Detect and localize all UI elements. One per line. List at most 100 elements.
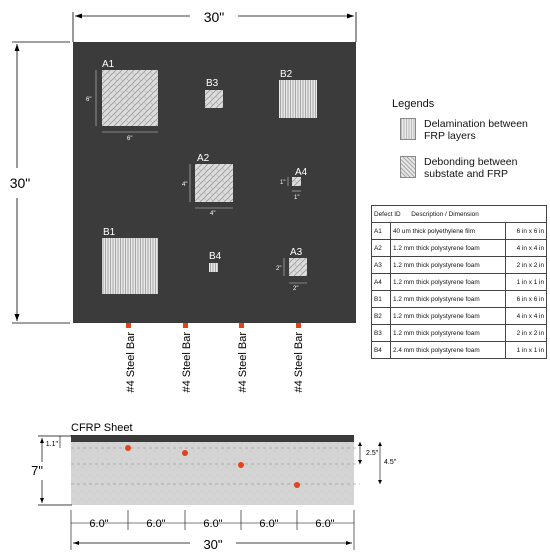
defect-label: B4 <box>209 251 222 262</box>
section-width-label: 30" <box>203 537 222 552</box>
table-row: B2 1.2 mm thick polystyrene foam 4 in x 4 … <box>371 307 547 325</box>
steel-bar-3: #4 Steel Bar <box>237 323 249 393</box>
defect-B1: B1 <box>102 227 158 294</box>
depth-b-label: 4.5" <box>384 459 397 466</box>
dimension-cell: 6 in x 6 in <box>505 290 547 308</box>
table-row: A3 1.2 mm thick polystyrene foam 2 in x 2 … <box>371 256 547 274</box>
defect-label: B2 <box>280 69 293 80</box>
section-bar-3 <box>238 462 244 468</box>
spacing-label: 6.0" <box>89 518 108 530</box>
defect-id-cell: A1 <box>371 222 391 240</box>
defect-id-cell: A4 <box>371 273 391 291</box>
dim-label: 4" <box>182 182 187 188</box>
table-row: B3 1.2 mm thick polystyrene foam 2 in x 2 … <box>371 324 547 342</box>
section-bar-4 <box>294 482 300 488</box>
table-body: A1 40 um thick polyethylene film 6 in x 6 … <box>371 222 547 359</box>
legend-item-debonding: Debonding between substate and FRP <box>392 156 550 180</box>
defect-id-cell: A3 <box>371 256 391 274</box>
steel-bar-label: #4 Steel Bar <box>237 332 249 393</box>
defect-id-cell: B2 <box>371 307 391 325</box>
dim-label: 2" <box>276 266 281 272</box>
table-row: A2 1.2 mm thick polystyrene foam 4 in x 4 … <box>371 239 547 257</box>
legend-label: Debonding between substate and FRP <box>424 156 518 180</box>
steel-bar-2: #4 Steel Bar <box>181 323 193 393</box>
dimension-cell: 6 in x 6 in <box>505 222 547 240</box>
steel-bar-1: #4 Steel Bar <box>125 323 137 393</box>
defect-id-cell: B4 <box>371 341 391 359</box>
dimension-cell: 4 in x 4 in <box>505 239 547 257</box>
description-cell: 40 um thick polyethylene film <box>389 222 507 240</box>
description-cell: 1.2 mm thick polystyrene foam <box>389 307 507 325</box>
section-bar-1 <box>125 445 131 451</box>
dim-label: 6" <box>127 136 132 142</box>
steel-bar-label: #4 Steel Bar <box>125 332 137 393</box>
dimension-cell: 2 in x 2 in <box>505 256 547 274</box>
defect-label: B3 <box>206 78 219 89</box>
section-height-label: 7" <box>31 463 43 478</box>
section-reference-lines <box>71 447 360 485</box>
legend: Legends Delamination between FRP layers … <box>392 98 550 194</box>
depth-a-label: 2.5" <box>366 450 379 457</box>
depth-dimensions: 2.5" 4.5" <box>358 442 397 484</box>
defect-id-cell: B3 <box>371 324 391 342</box>
description-cell: 1.2 mm thick polystyrene foam <box>389 256 507 274</box>
section-height-dimension: 7" <box>31 435 72 506</box>
description-cell: 1.2 mm thick polystyrene foam <box>389 324 507 342</box>
steel-bar-label: #4 Steel Bar <box>293 332 305 393</box>
defect-A2: A2 4" 4" <box>182 153 233 217</box>
spacing-label: 6.0" <box>315 518 334 530</box>
defect-B4: B4 <box>209 251 222 272</box>
steel-bar-4: #4 Steel Bar <box>293 323 305 393</box>
description-cell: 1.2 mm thick polystyrene foam <box>389 239 507 257</box>
spacing-dimension <box>70 510 355 550</box>
legend-title: Legends <box>392 98 435 110</box>
legend-item-delamination: Delamination between FRP layers <box>392 118 550 142</box>
dim-label: 2" <box>293 286 298 292</box>
steel-bar-label: #4 Steel Bar <box>181 332 193 393</box>
header-description: Description / Dimension <box>411 210 479 218</box>
dim-label: 1" <box>294 195 299 201</box>
spacing-label: 6.0" <box>259 518 278 530</box>
dimension-cell: 1 in x 1 in <box>505 341 547 359</box>
spacing-label: 6.0" <box>146 518 165 530</box>
defect-label: A4 <box>295 167 308 178</box>
dim-label: 4" <box>210 211 215 217</box>
dimension-cell: 4 in x 4 in <box>505 307 547 325</box>
table-row: B4 2.4 mm thick polystyrene foam 1 in x 1 … <box>371 341 547 359</box>
left-height-dimension: 30" <box>10 41 70 324</box>
spacing-label: 6.0" <box>203 518 222 530</box>
legend-label: Delamination between FRP layers <box>424 118 528 142</box>
defect-A3: A3 2" 2" <box>276 247 307 292</box>
left-height-label: 30" <box>10 175 31 191</box>
table-header: Defect ID Description / Dimension <box>371 205 547 223</box>
description-cell: 1.2 mm thick polystyrene foam <box>389 290 507 308</box>
cfrp-sheet <box>71 435 354 442</box>
defect-A4: A4 1" 1" <box>280 167 308 201</box>
section-title: CFRP Sheet <box>71 422 133 434</box>
defect-B3: B3 <box>205 78 223 108</box>
cover-dimension: 1.1" <box>46 436 61 448</box>
description-cell: 1.2 mm thick polystyrene foam <box>389 273 507 291</box>
top-width-label: 30" <box>204 9 225 25</box>
defect-label: A2 <box>197 153 210 164</box>
defect-B2: B2 <box>279 69 317 118</box>
top-width-dimension: 30" <box>72 9 357 42</box>
cover-label: 1.1" <box>46 441 59 448</box>
description-cell: 2.4 mm thick polystyrene foam <box>389 341 507 359</box>
defect-id-cell: B1 <box>371 290 391 308</box>
table-row: A1 40 um thick polyethylene film 6 in x 6 … <box>371 222 547 240</box>
defect-A1: A1 6" 6" <box>86 59 158 142</box>
defect-table: Defect ID Description / Dimension A1 40 u… <box>371 205 547 359</box>
vertical-pattern-swatch <box>400 118 416 140</box>
section-width-dimension: 30" <box>73 537 352 552</box>
dim-label: 6" <box>86 97 91 103</box>
defect-label: A1 <box>102 59 115 70</box>
table-row: B1 1.2 mm thick polystyrene foam 6 in x 6 … <box>371 290 547 308</box>
defect-label: A3 <box>290 247 303 258</box>
table-header-row: Defect ID Description / Dimension <box>371 205 547 223</box>
section-bar-2 <box>182 450 188 456</box>
dimension-cell: 1 in x 1 in <box>505 273 547 291</box>
dim-label: 1" <box>280 180 285 186</box>
spacing-labels: 6.0" 6.0" 6.0" 6.0" 6.0" <box>89 518 334 530</box>
